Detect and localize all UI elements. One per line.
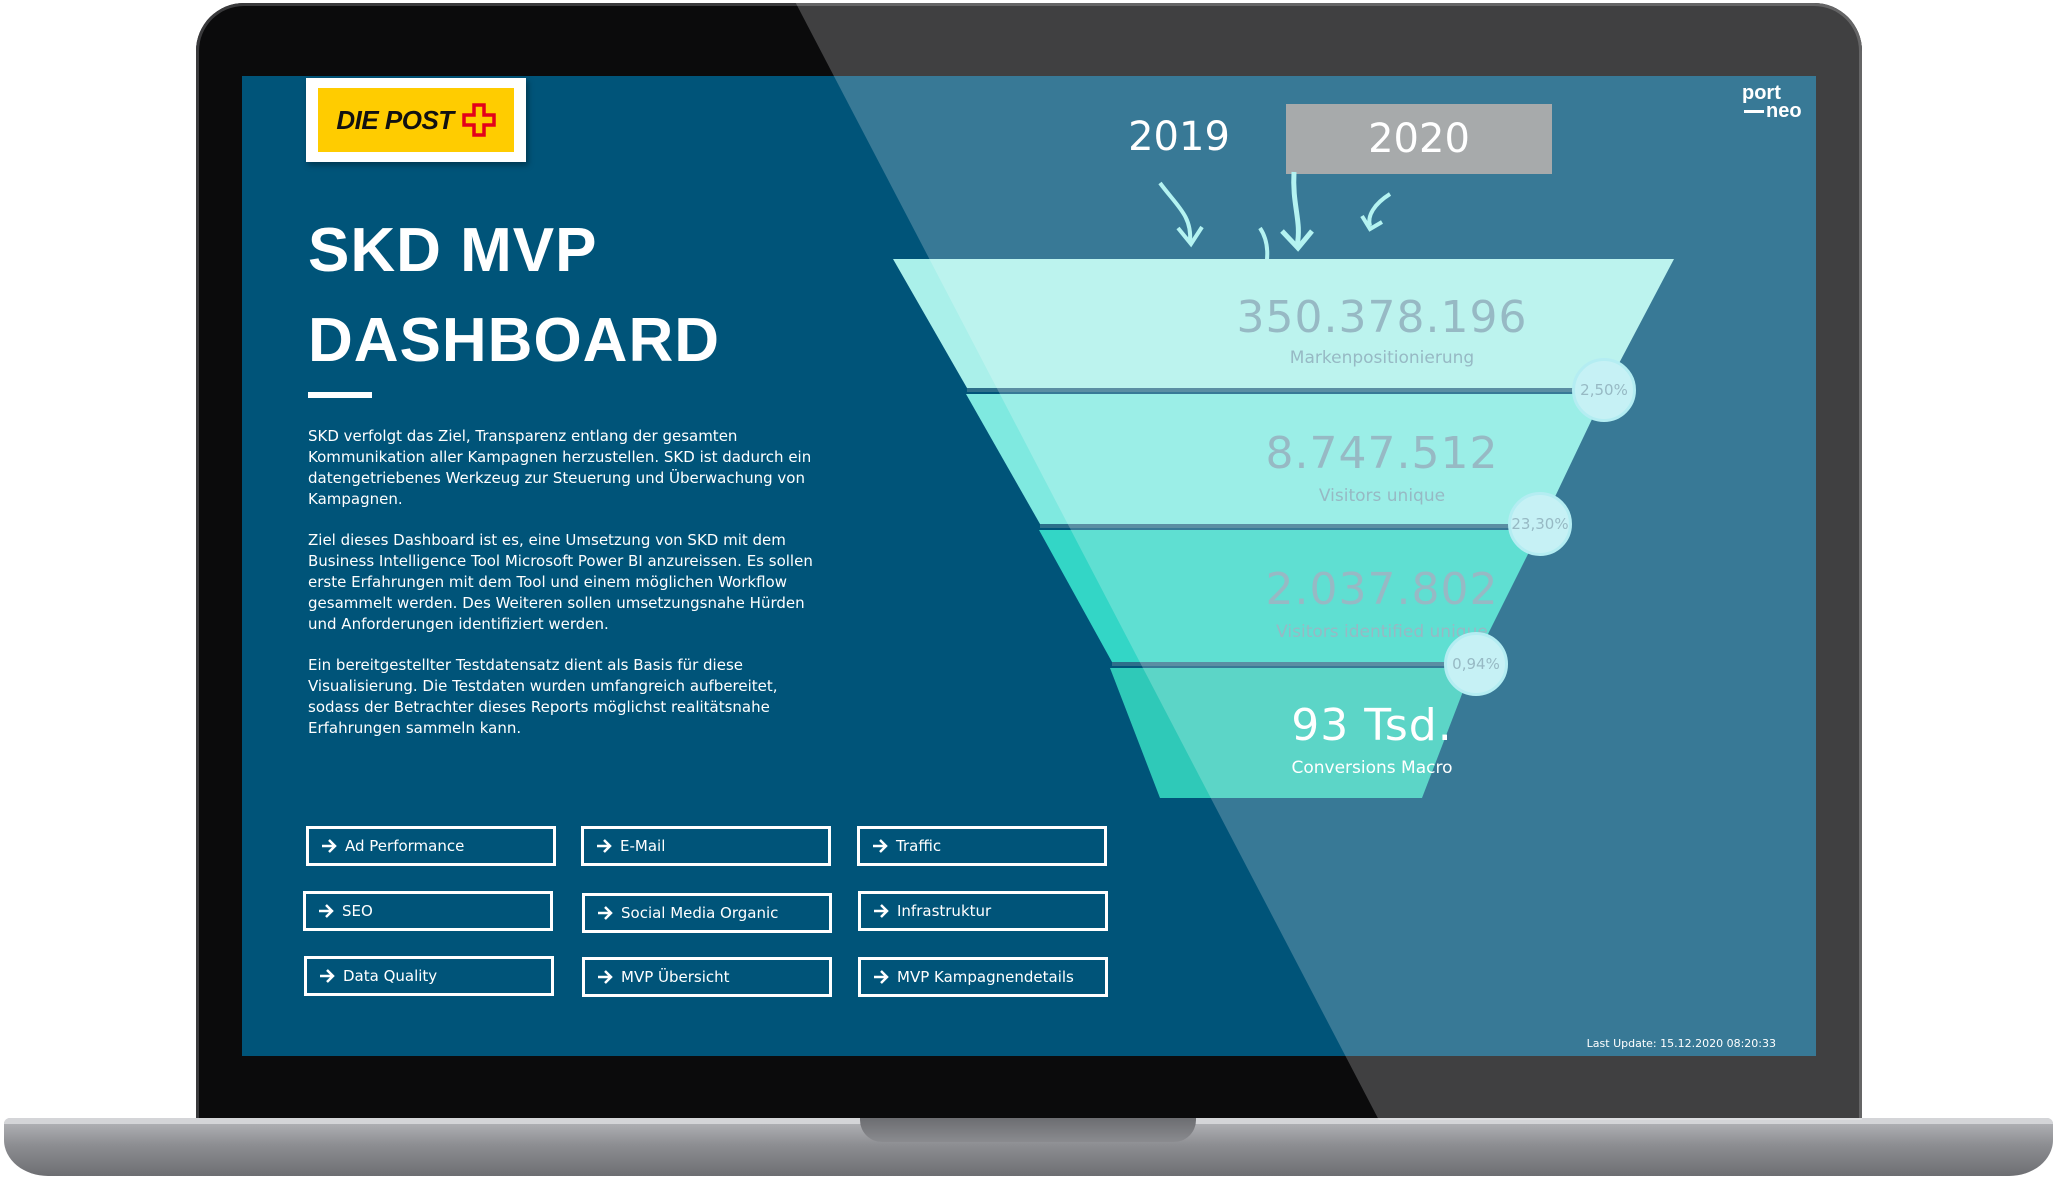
- last-update: Last Update: 15.12.2020 08:20:33: [1586, 1037, 1776, 1050]
- nav-button-social-media-organic[interactable]: Social Media Organic: [582, 893, 832, 933]
- nav-button-infrastruktur[interactable]: Infrastruktur: [858, 891, 1108, 931]
- stage-value-2: 8.747.512: [1265, 428, 1499, 479]
- stage-label-3: Visitors identified unique: [1276, 622, 1488, 642]
- arrow-right-icon: [874, 904, 889, 918]
- arrow-right-icon: [598, 970, 613, 984]
- nav-button-mvp-uebersicht[interactable]: MVP Übersicht: [582, 957, 832, 997]
- dashboard-screen: DIE POST SKD MVP DASHBOARD SKD verfolgt …: [242, 76, 1816, 1056]
- nav-button-seo[interactable]: SEO: [303, 891, 553, 931]
- nav-button-label: E-Mail: [620, 837, 666, 855]
- hint-arrow-right: [1367, 192, 1392, 227]
- hint-arrow-left-head: [1176, 225, 1204, 248]
- page-title: SKD MVP DASHBOARD: [308, 206, 720, 386]
- year-button-2020[interactable]: 2020: [1286, 104, 1552, 174]
- arrow-right-icon: [874, 970, 889, 984]
- portneo-logo: port neo: [1742, 82, 1802, 122]
- conversion-rate-3: 0,94%: [1444, 632, 1508, 696]
- laptop-notch: [860, 1118, 1196, 1142]
- brand-line-1: port: [1742, 82, 1781, 104]
- hint-arrow-center-head: [1280, 229, 1314, 252]
- arrow-right-icon: [320, 969, 335, 983]
- nav-button-label: Social Media Organic: [621, 904, 779, 922]
- nav-button-mvp-kampagnendetails[interactable]: MVP Kampagnendetails: [858, 957, 1108, 997]
- arrow-right-icon: [873, 839, 888, 853]
- arrow-right-icon: [319, 904, 334, 918]
- funnel-stage-3: [1039, 530, 1540, 662]
- nav-button-ad-performance[interactable]: Ad Performance: [306, 826, 556, 866]
- funnel-stage-2: [966, 394, 1604, 524]
- nav-button-traffic[interactable]: Traffic: [857, 826, 1107, 866]
- hint-arrow-right-head: [1360, 214, 1384, 232]
- intro-paragraph-3: Ein bereitgestellter Testdatensatz dient…: [308, 656, 778, 737]
- year-button-2019[interactable]: 2019: [1128, 114, 1230, 160]
- logo-panel: DIE POST: [318, 88, 514, 152]
- nav-button-label: MVP Kampagnendetails: [897, 968, 1074, 986]
- nav-button-label: Ad Performance: [345, 837, 465, 855]
- stage-value-4: 93 Tsd.: [1291, 700, 1453, 751]
- arrow-right-icon: [322, 839, 337, 853]
- stage-label-2: Visitors unique: [1318, 486, 1446, 506]
- nav-button-label: SEO: [342, 902, 373, 920]
- stage-value-3: 2.037.802: [1265, 564, 1499, 615]
- stage-value-1: 350.378.196: [1236, 292, 1528, 343]
- funnel-stage-1: [893, 259, 1674, 388]
- title-underline: [308, 392, 372, 398]
- title-line-2: DASHBOARD: [308, 306, 720, 375]
- nav-button-label: Data Quality: [343, 967, 438, 985]
- intro-paragraph-1: SKD verfolgt das Ziel, Transparenz entla…: [308, 427, 812, 508]
- swiss-cross-icon: [461, 103, 496, 137]
- arrow-right-icon: [597, 839, 612, 853]
- logo-text: DIE POST: [336, 104, 454, 135]
- title-line-1: SKD MVP: [308, 216, 598, 285]
- funnel-stage-4: [1110, 668, 1472, 798]
- intro-text: SKD verfolgt das Ziel, Transparenz entla…: [308, 426, 828, 759]
- stage-label-4: Conversions Macro: [1291, 758, 1453, 778]
- arrow-right-icon: [598, 906, 613, 920]
- funnel-chart: [893, 171, 1674, 798]
- conversion-rate-2: 23,30%: [1508, 492, 1572, 556]
- die-post-logo: DIE POST: [306, 78, 526, 162]
- intro-paragraph-2: Ziel dieses Dashboard ist es, eine Umset…: [308, 531, 813, 633]
- nav-button-data-quality[interactable]: Data Quality: [304, 956, 554, 996]
- hint-arrow-left: [1158, 181, 1193, 242]
- stage-label-1: Markenpositionierung: [1289, 348, 1475, 368]
- hint-arrow-center: [1291, 171, 1301, 247]
- brand-bar: [1744, 110, 1764, 113]
- brand-line-2: neo: [1766, 100, 1802, 122]
- nav-button-label: Infrastruktur: [897, 902, 992, 920]
- nav-button-label: MVP Übersicht: [621, 968, 730, 986]
- conversion-rate-1: 2,50%: [1572, 358, 1636, 422]
- nav-button-label: Traffic: [896, 837, 942, 855]
- nav-button-e-mail[interactable]: E-Mail: [581, 826, 831, 866]
